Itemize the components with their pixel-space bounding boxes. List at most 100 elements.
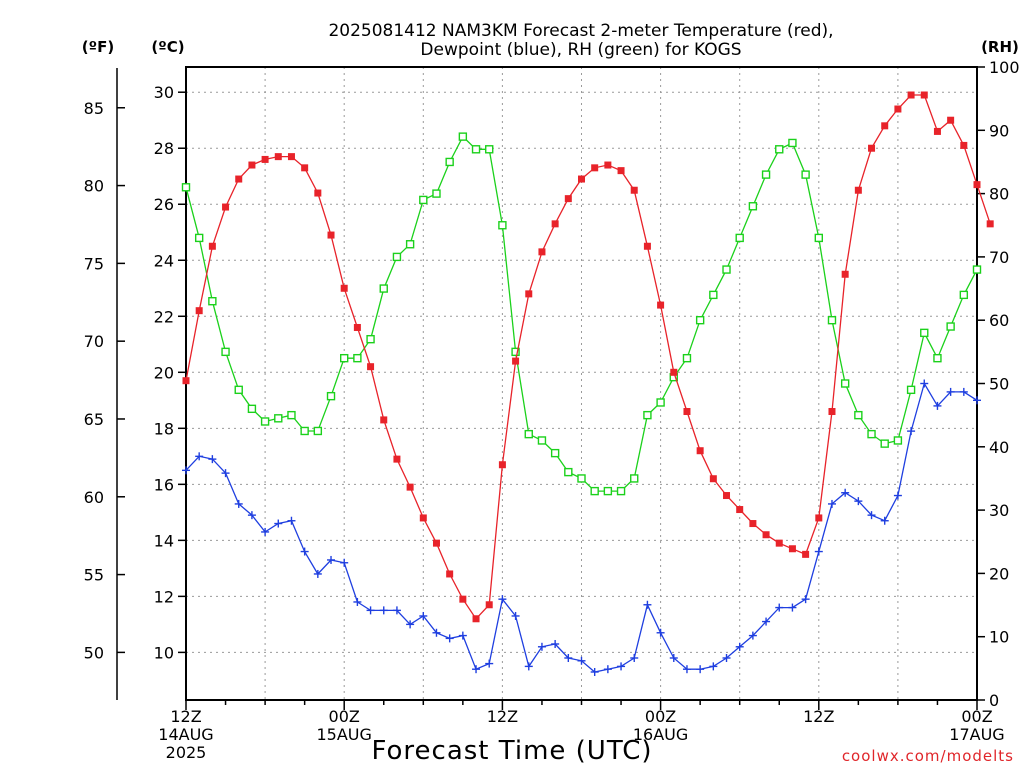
rh-point [682, 353, 692, 363]
dewpoint-point [300, 547, 309, 556]
temperature-point [854, 186, 862, 194]
dewpoint-point [827, 499, 836, 508]
rh-point [287, 410, 296, 420]
dewpoint-point [907, 427, 916, 436]
temperature-point [393, 455, 401, 463]
dewpoint-point [458, 631, 467, 640]
rh-unit-label: (RH) [981, 38, 1019, 56]
rh-point [775, 145, 784, 154]
temperature-point [432, 539, 440, 547]
temperature-point [551, 220, 559, 228]
dewpoint-point [511, 611, 520, 620]
fahrenheit-tick-label: 70 [84, 332, 104, 351]
temperature-point [920, 91, 928, 99]
temperature-point [643, 242, 651, 250]
temperature-point [472, 615, 480, 623]
temperature-point [802, 550, 810, 558]
temperature-point [604, 161, 612, 169]
fahrenheit-tick-label: 65 [84, 410, 104, 429]
rh-point [471, 145, 481, 154]
rh-point [274, 414, 283, 423]
dewpoint-point [274, 519, 283, 528]
temperature-point [287, 153, 295, 161]
dewpoint-point [748, 631, 757, 640]
rh-point [959, 290, 969, 300]
rh-point [234, 385, 243, 395]
rh-tick-label: 10 [989, 628, 1009, 647]
rh-point [445, 157, 454, 167]
temperature-point [274, 153, 282, 161]
dewpoint-point [261, 527, 270, 536]
celsius-tick-label: 24 [154, 251, 174, 270]
rh-point [419, 195, 428, 205]
rh-point [920, 328, 929, 338]
fahrenheit-tick-label: 85 [84, 99, 104, 118]
temperature-point [525, 290, 533, 298]
temperature-point [762, 531, 770, 539]
rh-point [392, 252, 402, 262]
dewpoint-point [208, 455, 217, 464]
celsius-tick-label: 16 [154, 475, 174, 494]
fahrenheit-tick-label: 60 [84, 488, 104, 507]
rh-point [735, 233, 744, 243]
fahrenheit-tick-label: 75 [84, 254, 104, 273]
temperature-point [986, 220, 994, 228]
rh-tick-label: 20 [989, 564, 1009, 583]
temperature-point [947, 116, 955, 124]
rh-point [748, 202, 758, 211]
dewpoint-point [656, 628, 665, 637]
dewpoint-point [920, 379, 929, 388]
rh-point [893, 436, 903, 445]
rh-point [564, 467, 573, 477]
fahrenheit-tick-label: 50 [84, 643, 104, 662]
temperature-point [327, 231, 335, 239]
dewpoint-point [577, 656, 586, 665]
rh-point [181, 183, 191, 192]
rh-point [313, 426, 323, 436]
temperature-point [775, 539, 783, 547]
temperature-point [788, 545, 796, 553]
temperature-point [868, 144, 876, 152]
rh-series [181, 132, 982, 496]
dewpoint-point [340, 558, 349, 567]
gridlines [186, 67, 977, 700]
rh-point [221, 347, 230, 357]
temperature-point [907, 91, 915, 99]
temperature-point [670, 368, 678, 376]
dewpoint-point [182, 466, 190, 475]
temperature-point [960, 141, 968, 149]
dewpoint-point [682, 665, 691, 674]
temperature-point [696, 447, 704, 455]
temperature-point [353, 323, 361, 331]
temperature-point [406, 483, 414, 491]
fahrenheit-tick-label: 80 [84, 177, 104, 196]
temperature-point [512, 357, 520, 365]
dewpoint-point [234, 499, 243, 508]
x-tick-label: 14AUG [158, 725, 213, 744]
dewpoint-point [353, 597, 362, 606]
dewpoint-point [814, 547, 823, 556]
x-tick-label: 2025 [166, 743, 207, 762]
dewpoint-point [524, 662, 533, 671]
temperature-point [301, 164, 309, 172]
rh-point [208, 297, 217, 306]
rh-point [906, 385, 916, 395]
celsius-tick-label: 30 [154, 83, 174, 102]
dewpoint-point [630, 653, 639, 662]
dewpoint-point [643, 600, 652, 609]
dewpoint-point [392, 606, 401, 615]
dewpoint-point [551, 639, 560, 648]
dewpoint-point [801, 595, 810, 604]
temperature-point [881, 122, 889, 130]
dewpoint-point [788, 603, 797, 612]
temperature-point [380, 416, 388, 424]
temperature-point [578, 175, 585, 183]
x-tick-label: 12Z [170, 707, 201, 726]
temperature-series [182, 91, 994, 623]
rh-point [379, 284, 388, 293]
temperature-point [538, 248, 546, 256]
rh-point [485, 145, 494, 154]
dewpoint-point [366, 606, 375, 615]
rh-tick-label: 40 [989, 438, 1009, 457]
temperature-line [185, 94, 991, 620]
